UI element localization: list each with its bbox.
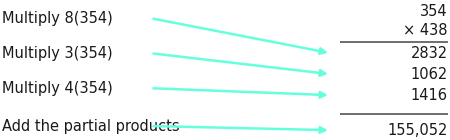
Text: Add the partial products: Add the partial products (2, 118, 180, 134)
Text: 155,052: 155,052 (387, 123, 448, 138)
Text: × 438: × 438 (403, 23, 448, 38)
Text: Multiply 4(354): Multiply 4(354) (2, 81, 113, 96)
Text: 2832: 2832 (410, 46, 448, 61)
Text: 1416: 1416 (411, 88, 448, 103)
Text: Multiply 3(354): Multiply 3(354) (2, 46, 113, 61)
Text: Multiply 8(354): Multiply 8(354) (2, 11, 113, 26)
Text: 354: 354 (420, 4, 448, 19)
Text: 1062: 1062 (410, 67, 448, 82)
